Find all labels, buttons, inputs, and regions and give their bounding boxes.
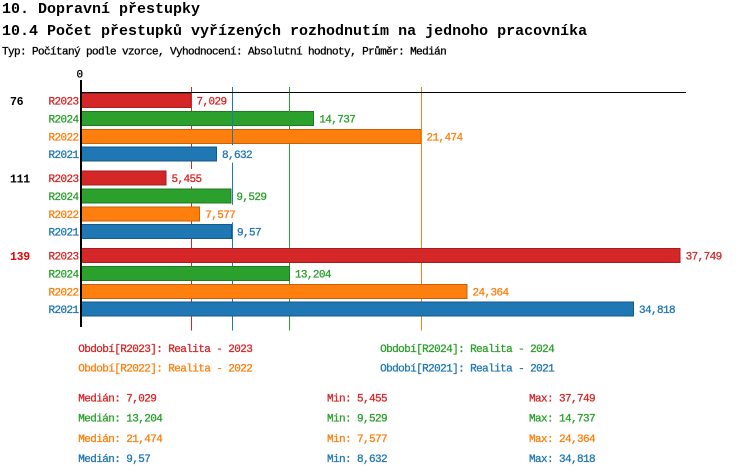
svg-text:9,529: 9,529 (236, 192, 266, 204)
svg-text:9,57: 9,57 (237, 228, 261, 240)
svg-text:34,818: 34,818 (639, 305, 675, 317)
svg-text:111: 111 (10, 174, 30, 187)
svg-text:R2023: R2023 (48, 97, 78, 109)
svg-text:R2022: R2022 (48, 287, 78, 299)
svg-text:R2024: R2024 (48, 269, 79, 281)
svg-text:R2021: R2021 (48, 228, 79, 240)
svg-text:R2022: R2022 (48, 210, 78, 222)
svg-text:Min: 5,455: Min: 5,455 (327, 394, 387, 406)
svg-text:Medián: 7,029: Medián: 7,029 (78, 394, 156, 406)
svg-text:24,364: 24,364 (473, 287, 510, 299)
svg-text:5,455: 5,455 (171, 174, 201, 186)
svg-text:R2023: R2023 (48, 174, 78, 186)
svg-text:Období[R2022]: Realita - 2022: Období[R2022]: Realita - 2022 (78, 363, 252, 375)
svg-text:13,204: 13,204 (295, 269, 332, 281)
svg-text:R2021: R2021 (48, 305, 79, 317)
svg-text:8,632: 8,632 (222, 150, 252, 162)
svg-text:76: 76 (10, 96, 24, 109)
svg-text:Typ: Počítaný podle vzorce, Vy: Typ: Počítaný podle vzorce, Vyhodnocení:… (2, 46, 446, 59)
svg-text:7,029: 7,029 (197, 97, 227, 109)
svg-text:0: 0 (76, 70, 82, 82)
svg-text:Medián: 21,474: Medián: 21,474 (78, 434, 163, 446)
svg-text:Max: 24,364: Max: 24,364 (529, 434, 596, 446)
svg-text:Období[R2021]: Realita - 2021: Období[R2021]: Realita - 2021 (380, 363, 555, 375)
svg-text:R2023: R2023 (48, 252, 78, 264)
svg-text:Období[R2023]: Realita - 2023: Období[R2023]: Realita - 2023 (78, 344, 252, 356)
svg-text:R2024: R2024 (48, 114, 79, 126)
svg-text:Min: 7,577: Min: 7,577 (327, 434, 387, 446)
svg-text:10. Dopravní přestupky: 10. Dopravní přestupky (2, 1, 200, 18)
svg-text:10.4 Počet přestupků vyřízenýc: 10.4 Počet přestupků vyřízených rozhodnu… (2, 23, 587, 40)
svg-text:Max: 37,749: Max: 37,749 (529, 394, 595, 406)
svg-text:Max: 34,818: Max: 34,818 (529, 454, 595, 466)
svg-text:Medián: 13,204: Medián: 13,204 (78, 414, 163, 426)
svg-text:Období[R2024]: Realita - 2024: Období[R2024]: Realita - 2024 (380, 344, 555, 356)
svg-text:R2022: R2022 (48, 132, 78, 144)
svg-text:139: 139 (10, 251, 30, 264)
svg-text:Max: 14,737: Max: 14,737 (529, 414, 595, 426)
svg-text:21,474: 21,474 (427, 132, 464, 144)
svg-text:Min: 9,529: Min: 9,529 (327, 414, 387, 426)
svg-text:Min: 8,632: Min: 8,632 (327, 454, 387, 466)
svg-text:7,577: 7,577 (205, 210, 235, 222)
svg-text:14,737: 14,737 (319, 114, 355, 126)
svg-text:R2024: R2024 (48, 192, 79, 204)
svg-text:37,749: 37,749 (686, 252, 722, 264)
svg-text:Medián: 9,57: Medián: 9,57 (78, 454, 150, 466)
svg-text:R2021: R2021 (48, 150, 79, 162)
